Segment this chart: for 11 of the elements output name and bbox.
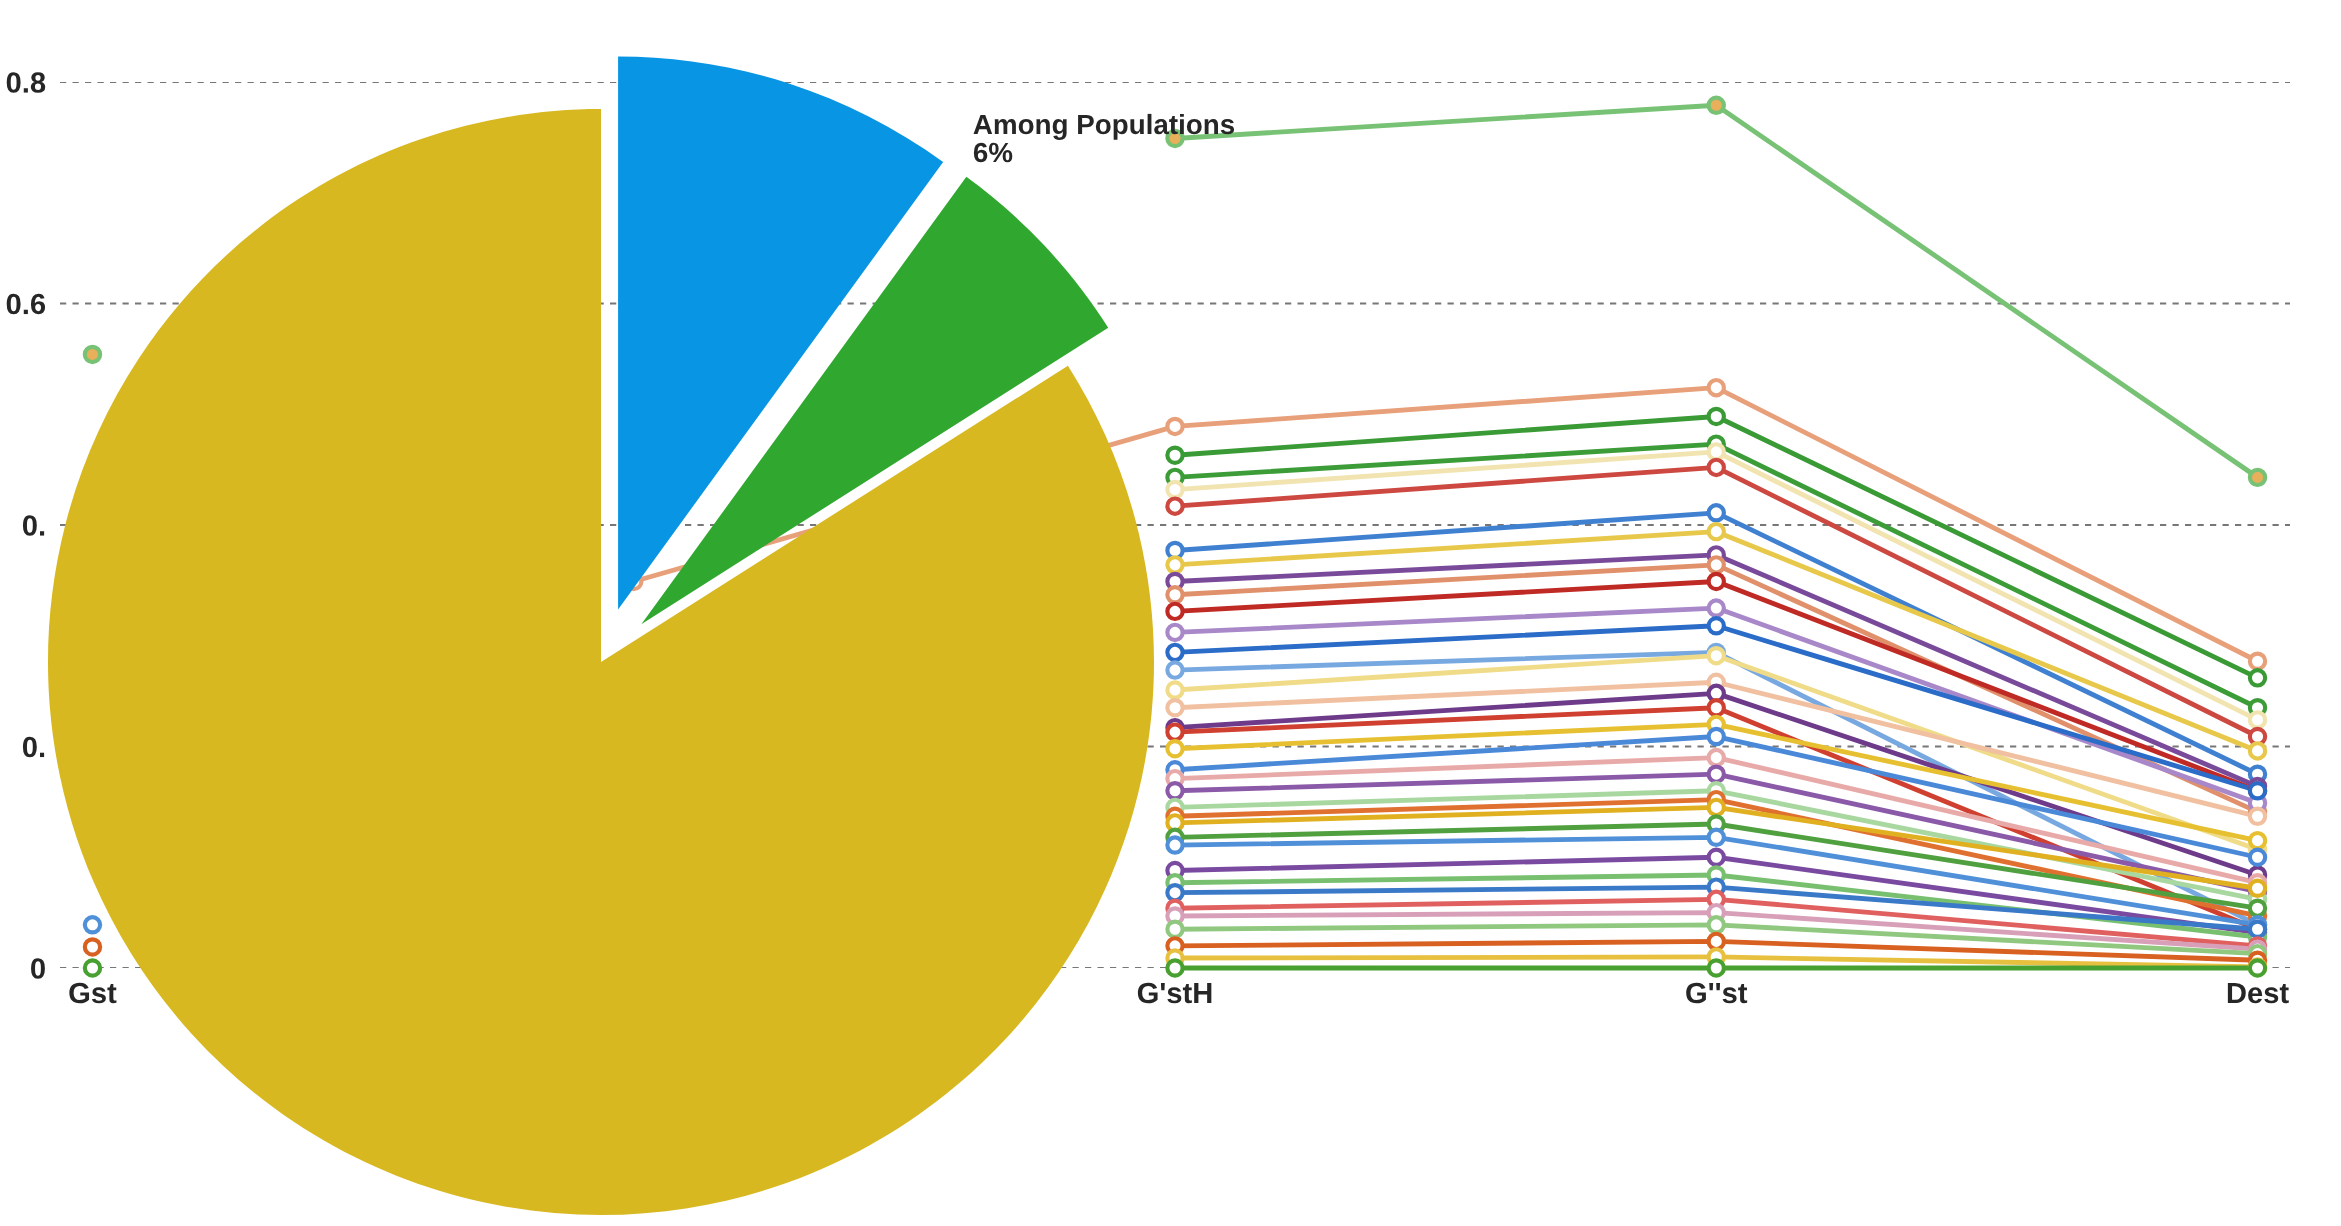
x-tick-label: G'stH xyxy=(1137,982,1212,1004)
slice-label: Among Populations xyxy=(973,113,1235,140)
y-tick-label: 0. xyxy=(22,736,45,758)
y-tick-label: 0.6 xyxy=(6,293,46,315)
x-tick-label: G''st xyxy=(1686,982,1748,1004)
x-tick-label: Dest xyxy=(2227,982,2289,1004)
y-tick-label: 0.8 xyxy=(6,72,46,93)
data-label: 6% xyxy=(973,142,1013,163)
x-tick-label: Gst xyxy=(69,982,117,1004)
y-tick-label: 0. xyxy=(22,515,45,536)
y-tick-label: 0 xyxy=(31,958,45,979)
